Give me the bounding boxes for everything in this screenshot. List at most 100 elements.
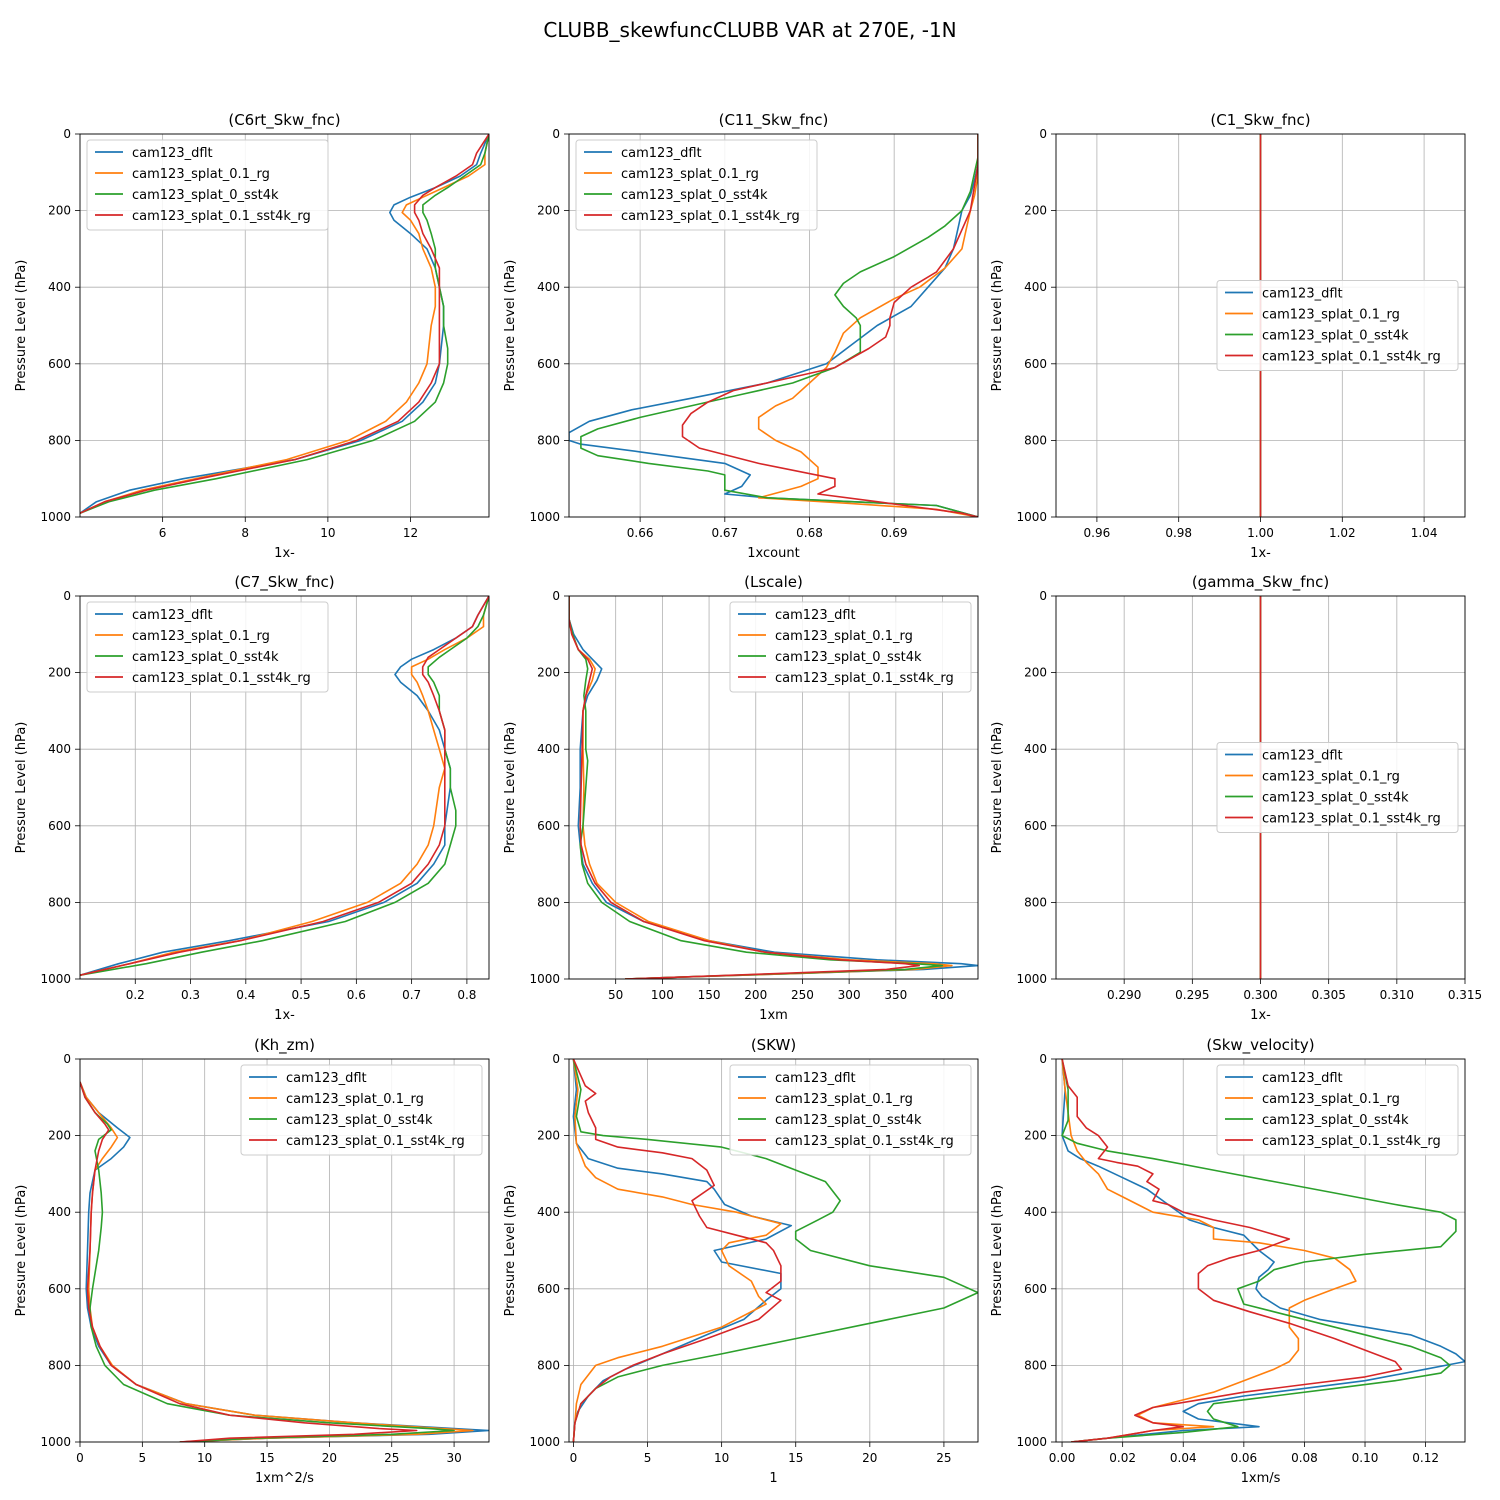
y-tick-label: 600 — [1024, 819, 1047, 833]
y-tick-label: 400 — [537, 280, 560, 294]
y-tick-label: 800 — [1024, 1358, 1047, 1372]
series-line-cam123_splat_0_sst4k — [1061, 1059, 1457, 1442]
subplot-title: (SKW) — [751, 1036, 796, 1054]
series-line-cam123_splat_0.1_sst4k_rg — [681, 134, 978, 517]
y-axis-label: Pressure Level (hPa) — [990, 722, 1005, 854]
legend-entry: cam123_splat_0_sst4k — [621, 188, 768, 203]
series-line-cam123_splat_0.1_sst4k_rg — [572, 1059, 782, 1442]
legend-entry: cam123_splat_0_sst4k — [132, 650, 279, 665]
series-line-cam123_splat_0.1_sst4k_rg — [569, 596, 920, 979]
subplot-5: 50 100 150 200 250 300 350 400 0 200 400 600 800 1000… — [503, 573, 979, 1023]
legend: cam123_dflt cam123_splat_0.1_rg cam123_spl… — [1216, 280, 1459, 371]
y-tick-label: 600 — [48, 1282, 71, 1296]
y-tick-label: 600 — [1024, 1282, 1047, 1296]
x-tick-label: 10 — [320, 526, 335, 540]
x-axis-label: 1xm — [759, 1008, 788, 1023]
y-tick-label: 400 — [1024, 1205, 1047, 1219]
x-tick-label: 10 — [714, 1451, 729, 1465]
x-tick-label: 0.98 — [1165, 526, 1192, 540]
legend: cam123_dflt cam123_splat_0.1_rg cam123_spl… — [240, 1064, 483, 1156]
x-axis-label: 1xm^2/s — [255, 1471, 314, 1486]
y-tick-label: 600 — [48, 819, 71, 833]
subplot-3: 0.96 0.98 1.00 1.02 1.04 0 200 400 600 800 1000 (C1… — [990, 111, 1466, 561]
x-tick-label: 1.04 — [1411, 526, 1438, 540]
series-line-cam123_splat_0.1_rg — [572, 1059, 782, 1442]
legend-entry: cam123_splat_0.1_rg — [775, 1092, 913, 1107]
legend-entry: cam123_dflt — [775, 608, 856, 623]
x-tick-label: 0.290 — [1107, 988, 1141, 1002]
legend-entry: cam123_splat_0_sst4k — [286, 1113, 433, 1128]
legend-entry: cam123_splat_0.1_sst4k_rg — [286, 1134, 465, 1149]
y-tick-label: 800 — [48, 1358, 71, 1372]
plot-frame — [568, 133, 979, 518]
subplot-title: (Kh_zm) — [254, 1036, 315, 1055]
x-tick-label: 15 — [788, 1451, 803, 1465]
y-tick-label: 1000 — [529, 510, 560, 524]
x-tick-label: 100 — [651, 988, 674, 1002]
x-tick-label: 0.305 — [1311, 988, 1345, 1002]
y-tick-label: 200 — [1024, 666, 1047, 680]
subplot-title: (C7_Skw_fnc) — [234, 573, 334, 592]
y-tick-label: 400 — [537, 742, 560, 756]
y-tick-label: 600 — [537, 357, 560, 371]
subplot-title: (C6rt_Skw_fnc) — [228, 111, 340, 130]
subplot-title: (C11_Skw_fnc) — [719, 111, 829, 130]
series-line-cam123_splat_0.1_rg — [80, 134, 489, 514]
legend-entry: cam123_dflt — [132, 146, 213, 161]
x-tick-label: 0.10 — [1352, 1451, 1379, 1465]
legend-entry: cam123_splat_0.1_rg — [132, 629, 270, 644]
y-tick-label: 200 — [48, 666, 71, 680]
y-tick-label: 400 — [1024, 280, 1047, 294]
y-tick-label: 200 — [1024, 204, 1047, 218]
x-tick-label: 150 — [698, 988, 721, 1002]
y-tick-label: 800 — [537, 895, 560, 909]
x-tick-label: 1.02 — [1329, 526, 1356, 540]
legend-entry: cam123_splat_0.1_rg — [1262, 770, 1400, 785]
legend-entry: cam123_splat_0.1_rg — [775, 629, 913, 644]
series-line-cam123_splat_0.1_sst4k_rg — [80, 134, 489, 514]
legend-entry: cam123_dflt — [1262, 749, 1343, 764]
y-tick-label: 800 — [48, 895, 71, 909]
y-tick-label: 600 — [48, 357, 71, 371]
legend-entry: cam123_splat_0_sst4k — [1262, 791, 1409, 806]
legend-entry: cam123_splat_0.1_rg — [1262, 308, 1400, 323]
legend-entry: cam123_dflt — [621, 146, 702, 161]
plot-frame — [568, 595, 979, 980]
legend-entry: cam123_splat_0.1_rg — [286, 1092, 424, 1107]
y-tick-label: 1000 — [1016, 1435, 1047, 1449]
x-tick-label: 8 — [241, 526, 249, 540]
figure-title: CLUBB_skewfuncCLUBB VAR at 270E, -1N — [543, 18, 956, 42]
x-axis-label: 1x- — [274, 546, 295, 561]
legend-entry: cam123_dflt — [1262, 287, 1343, 302]
legend: cam123_dflt cam123_splat_0.1_rg cam123_spl… — [86, 139, 329, 231]
subplot-title: (C1_Skw_fnc) — [1210, 111, 1310, 130]
x-tick-label: 0.68 — [796, 526, 823, 540]
legend-entry: cam123_splat_0.1_sst4k_rg — [1262, 350, 1441, 365]
y-axis-label: Pressure Level (hPa) — [503, 260, 518, 392]
x-tick-label: 25 — [936, 1451, 951, 1465]
legend-entry: cam123_dflt — [775, 1071, 856, 1086]
subplot-title: (Lscale) — [744, 573, 803, 591]
legend-entry: cam123_splat_0.1_rg — [1262, 1092, 1400, 1107]
y-axis-label: Pressure Level (hPa) — [990, 260, 1005, 392]
legend: cam123_dflt cam123_splat_0.1_rg cam123_spl… — [1216, 1064, 1459, 1156]
legend-entry: cam123_splat_0_sst4k — [1262, 1113, 1409, 1128]
x-tick-label: 0.67 — [711, 526, 738, 540]
y-tick-label: 800 — [537, 433, 560, 447]
y-tick-label: 0 — [552, 589, 560, 603]
x-tick-label: 300 — [838, 988, 861, 1002]
series-line-cam123_splat_0.1_sst4k_rg — [1061, 1059, 1403, 1442]
x-tick-label: 0 — [76, 1451, 84, 1465]
x-tick-label: 0 — [570, 1451, 578, 1465]
x-tick-label: 0.3 — [181, 988, 200, 1002]
y-tick-label: 400 — [48, 742, 71, 756]
x-tick-label: 5 — [139, 1451, 147, 1465]
x-tick-label: 0.300 — [1243, 988, 1277, 1002]
x-axis-label: 1x- — [1250, 1008, 1271, 1023]
series-line-cam123_splat_0.1_sst4k_rg — [80, 596, 489, 976]
y-tick-label: 200 — [48, 1129, 71, 1143]
x-tick-label: 25 — [384, 1451, 399, 1465]
legend-entry: cam123_splat_0.1_sst4k_rg — [1262, 812, 1441, 827]
x-tick-label: 250 — [791, 988, 814, 1002]
